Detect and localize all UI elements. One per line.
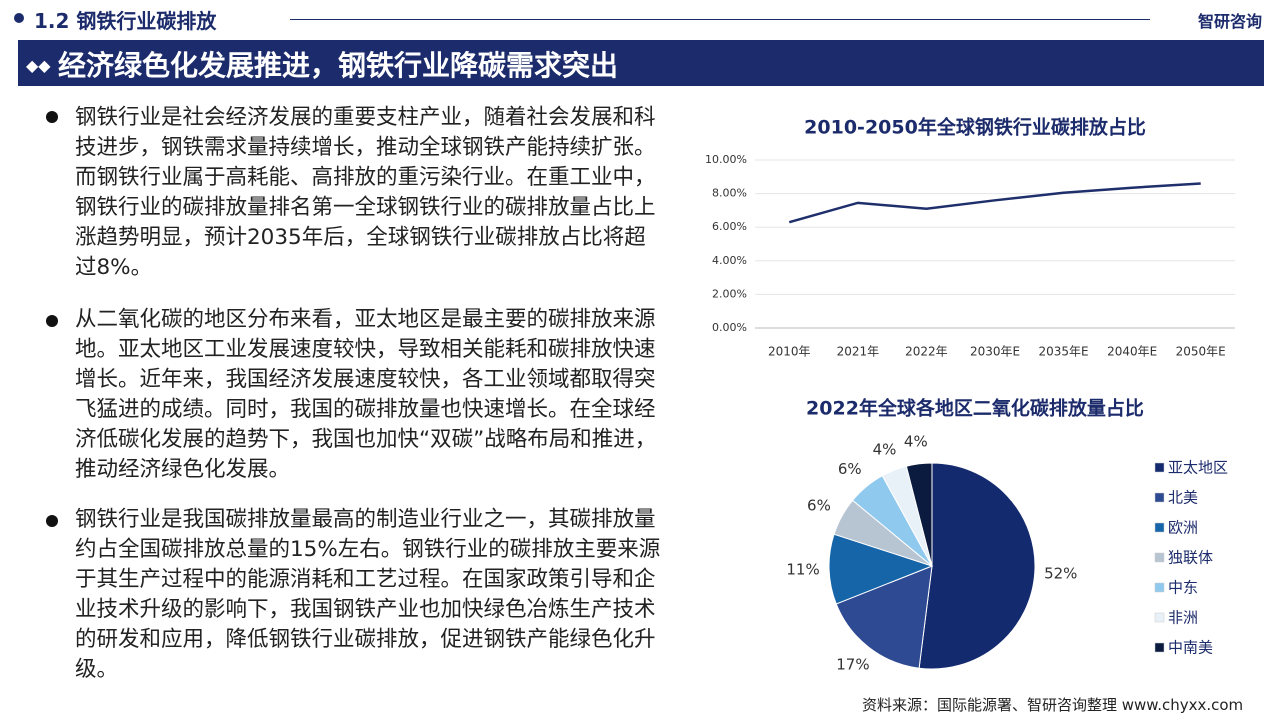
line [788,182,1201,224]
legend-swatch [1154,642,1165,653]
pie-slice [918,462,1036,670]
bullet [46,315,58,327]
legend-label: 中南美 [1168,639,1213,657]
x-tick-label: 2030年E [970,345,1020,359]
chart-title: 2010-2050年全球钢铁行业碳排放占比 [804,116,1146,139]
chart-title: 2022年全球各地区二氧化碳排放量占比 [806,397,1144,420]
value-label: 4% [904,432,928,450]
y-tick-label: 10.00% [705,153,747,166]
pie-slice [828,533,934,605]
banner-icon: ◆◆ [26,56,51,75]
x-tick-label: 2040年E [1107,345,1157,359]
title-banner [18,40,1264,86]
y-tick-label: 8.00% [712,187,747,200]
bullet [46,515,58,527]
x-tick-label: 2022年 [905,345,948,359]
source: 资料来源：国际能源署、智研咨询整理 www.chyxx.com [862,696,1244,714]
paragraph: 从二氧化碳的地区分布来看，亚太地区是最主要的碳排放来源地。亚太地区工业发展速度较… [75,307,657,482]
x-tick-label: 2035年E [1039,345,1089,359]
y-tick-label: 6.00% [712,220,747,233]
banner-title: 经济绿色化发展推进，钢铁行业降碳需求突出 [58,49,619,82]
legend-label: 独联体 [1168,549,1213,567]
header-rule [290,19,1150,20]
legend-swatch [1154,462,1165,473]
legend-swatch [1154,552,1165,563]
x-tick-label: 2050年E [1176,345,1226,359]
legend-label: 中东 [1168,579,1198,597]
y-tick-label: 4.00% [712,254,747,267]
value-label: 6% [807,496,831,514]
legend-label: 非洲 [1168,609,1198,627]
section-title: 1.2 钢铁行业碳排放 [34,9,217,33]
y-tick-label: 2.00% [712,287,747,300]
legend-label: 亚太地区 [1168,459,1228,477]
y-tick-label: 0.00% [712,321,747,334]
header-dot [14,13,24,23]
value-label: 17% [836,655,869,673]
paragraph: 钢铁行业是我国碳排放量最高的制造业行业之一，其碳排放量约占全国碳排放总量的15%… [75,507,661,682]
x-tick-label: 2021年 [837,345,880,359]
legend-label: 欧洲 [1168,519,1198,537]
logo: 智研咨询 [1198,12,1263,31]
pie-slice [835,565,933,669]
legend-label: 北美 [1168,489,1198,507]
legend-swatch [1154,522,1165,533]
x-tick-label: 2010年 [768,345,811,359]
paragraph: 钢铁行业是社会经济发展的重要支柱产业，随着社会发展和科技进步，钢铁需求量持续增长… [75,105,656,280]
value-label: 4% [873,440,897,458]
legend-swatch [1154,612,1165,623]
bullet [46,111,58,123]
value-label: 6% [838,460,862,478]
pie-slice [905,462,933,567]
value-label: 11% [786,560,819,578]
value-label: 52% [1044,564,1077,582]
legend-swatch [1154,492,1165,503]
legend-swatch [1154,582,1165,593]
